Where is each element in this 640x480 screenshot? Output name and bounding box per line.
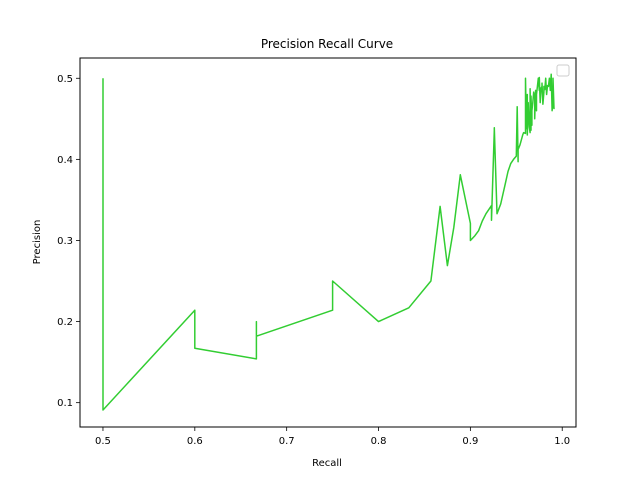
y-tick-label: 0.3 [57,236,73,247]
x-tick-label: 0.9 [462,436,478,447]
chart-title: Precision Recall Curve [261,37,393,51]
x-tick-label: 0.5 [95,436,111,447]
y-tick-label: 0.4 [57,155,73,166]
y-axis-label: Precision [32,220,43,265]
y-tick-label: 0.2 [57,317,73,328]
x-tick-label: 1.0 [554,436,570,447]
legend-box [557,65,569,76]
x-axis-label: Recall [312,458,342,469]
x-tick-label: 0.6 [187,436,203,447]
y-tick-label: 0.1 [57,398,73,409]
x-tick-label: 0.8 [371,436,387,447]
x-tick-label: 0.7 [279,436,295,447]
y-tick-label: 0.5 [57,74,73,85]
